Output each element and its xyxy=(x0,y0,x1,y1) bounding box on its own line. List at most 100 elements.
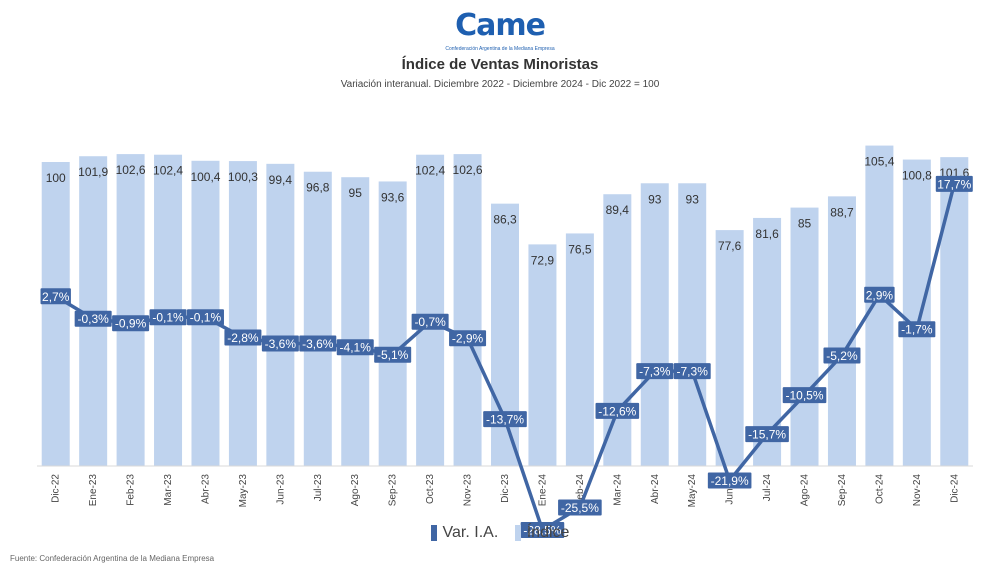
bar-Ago-23 xyxy=(341,177,370,466)
x-tick-Nov-23: Nov-23 xyxy=(463,474,474,507)
x-tick-Abr-24: Abr-24 xyxy=(650,474,661,504)
bar-Mar-24 xyxy=(603,194,632,466)
bar-label-Dic-22: 100 xyxy=(46,171,66,185)
line-point-Oct-24: 2,9% xyxy=(864,286,895,303)
x-tick-Sep-24: Sep-24 xyxy=(837,474,848,507)
x-tick-Ene-23: Ene-23 xyxy=(88,474,99,507)
bar-Sep-23 xyxy=(378,181,407,466)
x-tick-Oct-24: Oct-24 xyxy=(874,474,885,504)
x-tick-Jun-23: Jun-23 xyxy=(275,474,286,505)
line-label-box-Feb-23 xyxy=(112,315,150,332)
line-label-Abr-23: -0,1% xyxy=(190,311,222,325)
bar-label-Jul-24: 81,6 xyxy=(755,227,779,241)
line-label-box-Sep-23 xyxy=(374,346,412,363)
bar-Dic-22 xyxy=(41,162,70,466)
line-label-Jun-23: -3,6% xyxy=(265,337,297,351)
x-tick-Feb-23: Feb-23 xyxy=(126,474,137,506)
legend-line-swatch xyxy=(430,525,437,541)
line-point-May-24: -7,3% xyxy=(673,363,711,380)
bar-label-Jun-23: 99,4 xyxy=(269,173,293,187)
line-point-Ene-23: -0,3% xyxy=(74,310,112,327)
bar-Nov-23 xyxy=(453,154,482,466)
x-tick-Nov-24: Nov-24 xyxy=(912,474,923,507)
line-label-May-23: -2,8% xyxy=(227,331,259,345)
line-label-box-Feb-24 xyxy=(558,499,602,516)
bar-Jun-24 xyxy=(715,230,744,466)
bar-label-Abr-23: 100,4 xyxy=(190,170,220,184)
bar-series xyxy=(41,145,969,467)
bar-label-Nov-24: 100,8 xyxy=(902,169,932,183)
bar-May-23 xyxy=(228,161,257,466)
came-logo: Came Confederación Argentina de la Media… xyxy=(430,8,570,56)
line-point-Mar-23: -0,1% xyxy=(149,309,187,326)
line-label-Jul-24: -15,7% xyxy=(748,428,786,442)
bar-May-24 xyxy=(678,183,707,466)
line-label-Mar-23: -0,1% xyxy=(152,311,184,325)
bar-label-Sep-24: 88,7 xyxy=(830,205,854,219)
line-label-box-Abr-23 xyxy=(186,309,224,326)
x-tick-Ago-23: Ago-23 xyxy=(350,474,361,507)
bar-label-Mar-23: 102,4 xyxy=(153,164,183,178)
line-label-box-Nov-24 xyxy=(898,321,936,338)
bar-label-Jul-23: 96,8 xyxy=(306,181,330,195)
logo-subtext: Confederación Argentina de la Mediana Em… xyxy=(445,46,555,52)
line-label-box-May-24 xyxy=(673,363,711,380)
line-point-Jun-24: -21,9% xyxy=(707,472,752,489)
line-label-Oct-24: 2,9% xyxy=(866,288,894,302)
line-label-box-Abr-24 xyxy=(636,363,674,380)
bar-Dic-24 xyxy=(940,157,969,467)
line-label-Oct-23: -0,7% xyxy=(414,315,446,329)
bar-Ago-24 xyxy=(790,207,819,466)
line-point-Feb-23: -0,9% xyxy=(112,315,150,332)
line-label-box-Oct-23 xyxy=(411,313,449,330)
bar-label-Oct-23: 102,4 xyxy=(415,164,445,178)
line-label-box-Dic-23 xyxy=(483,411,527,428)
line-point-Jun-23: -3,6% xyxy=(261,335,299,352)
x-tick-Sep-23: Sep-23 xyxy=(388,474,399,507)
line-label-Sep-23: -5,1% xyxy=(377,348,409,362)
line-point-Ago-23: -4,1% xyxy=(336,339,374,356)
x-tick-Dic-23: Dic-23 xyxy=(500,474,511,503)
bar-Nov-24 xyxy=(902,159,931,466)
line-point-Ene-24: -28,5% xyxy=(520,521,565,538)
line-label-Ago-24: -10,5% xyxy=(786,389,824,403)
line-point-Dic-22: 2,7% xyxy=(40,288,71,305)
line-label-box-Sep-24 xyxy=(823,347,861,364)
line-label-Dic-22: 2,7% xyxy=(42,290,70,304)
chart-legend: Var. I.A. Índice xyxy=(0,524,1000,546)
line-label-May-24: -7,3% xyxy=(677,365,709,379)
line-point-Sep-23: -5,1% xyxy=(374,346,412,363)
line-label-box-Jun-24 xyxy=(707,472,752,489)
line-point-Mar-24: -12,6% xyxy=(595,402,640,419)
x-tick-May-23: May-23 xyxy=(238,474,249,508)
x-tick-Dic-22: Dic-22 xyxy=(51,474,62,503)
bar-label-Sep-23: 93,6 xyxy=(381,190,405,204)
x-tick-Jul-23: Jul-23 xyxy=(313,474,324,502)
bar-label-Jun-24: 77,6 xyxy=(718,239,742,253)
x-tick-Feb-24: Feb-24 xyxy=(575,474,586,506)
bar-label-Oct-24: 105,4 xyxy=(864,155,894,169)
legend-item-line: Var. I.A. xyxy=(430,524,498,542)
line-label-box-Ene-23 xyxy=(74,310,112,327)
line-label-box-Jun-23 xyxy=(261,335,299,352)
x-tick-labels: Dic-22 Ene-23 Feb-23 Mar-23 Abr-23 May-23 Jun-… xyxy=(51,474,961,508)
line-label-box-Dic-22 xyxy=(40,288,71,305)
line-point-Oct-23: -0,7% xyxy=(411,313,449,330)
bar-label-Feb-23: 102,6 xyxy=(116,163,146,177)
legend-item-bar: Índice xyxy=(514,524,569,542)
line-label-box-Mar-24 xyxy=(595,402,640,419)
x-tick-Oct-23: Oct-23 xyxy=(425,474,436,504)
x-tick-Jun-24: Jun-24 xyxy=(725,474,736,505)
line-point-Nov-23: -2,9% xyxy=(449,330,487,347)
x-tick-Dic-24: Dic-24 xyxy=(949,474,960,503)
line-label-Nov-23: -2,9% xyxy=(452,332,484,346)
line-label-Ene-24: -28,5% xyxy=(523,523,561,537)
bar-Feb-24 xyxy=(565,233,594,466)
bar-label-Nov-23: 102,6 xyxy=(453,163,483,177)
line-label-box-Jul-23 xyxy=(299,335,337,352)
bar-Oct-23 xyxy=(416,154,445,467)
bar-label-Ago-23: 95 xyxy=(349,186,363,200)
line-label-Ene-23: -0,3% xyxy=(77,312,109,326)
source-note: Fuente: Confederación Argentina de la Me… xyxy=(10,554,215,563)
